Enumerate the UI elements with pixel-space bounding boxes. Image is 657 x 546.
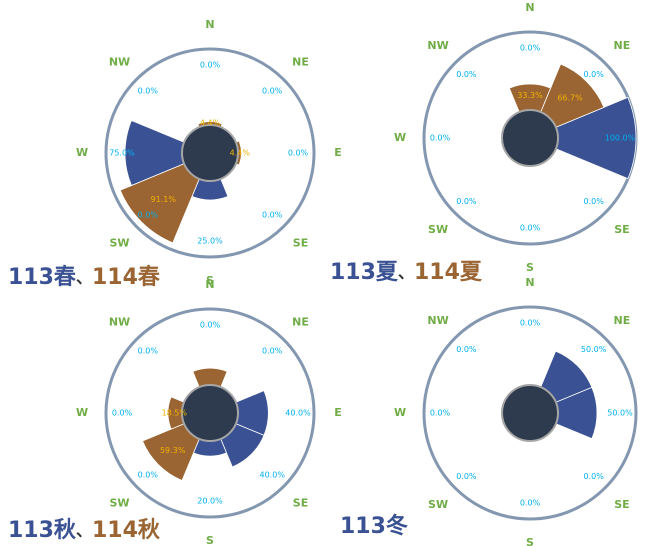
chart-title: 113秋、114秋 bbox=[8, 518, 161, 543]
direction-label: SE bbox=[293, 237, 308, 250]
legend-entry: 114秋 bbox=[92, 518, 161, 543]
value-label: 59.3% bbox=[160, 446, 186, 455]
chart-title: 113冬 bbox=[340, 513, 408, 539]
direction-label: N bbox=[205, 18, 214, 31]
value-label: 0.0% bbox=[520, 224, 541, 233]
direction-label: SW bbox=[428, 223, 448, 236]
chart-title: 113春、114春 bbox=[8, 265, 160, 290]
rose-chart: N NE E SE S SW W NW 0.0% 0.0% 40.0% 40.0% 20.0% 0.0% 0… bbox=[76, 278, 342, 546]
direction-label: SE bbox=[293, 497, 308, 510]
value-label: 0.0% bbox=[200, 321, 221, 330]
direction-label: SE bbox=[614, 498, 629, 511]
direction-label: E bbox=[334, 406, 342, 419]
direction-label: N bbox=[205, 278, 214, 291]
direction-label: N bbox=[525, 276, 534, 289]
rose-chart: NNEESESSWWNW0.0%0.0%100.0%0.0%0.0%0.0%0.… bbox=[394, 1, 657, 274]
value-label: 0.0% bbox=[262, 86, 283, 95]
direction-label: W bbox=[394, 406, 406, 419]
title-separator: 、 bbox=[398, 263, 414, 282]
value-label: 0.0% bbox=[112, 409, 133, 418]
value-label: 0.0% bbox=[262, 346, 283, 355]
direction-label: SE bbox=[614, 223, 629, 236]
outer-ring bbox=[422, 305, 638, 521]
value-label: 0.0% bbox=[138, 86, 159, 95]
value-label: 40.0% bbox=[260, 471, 286, 480]
value-label: 20.0% bbox=[197, 497, 223, 506]
hub bbox=[501, 384, 559, 442]
direction-label: W bbox=[76, 146, 88, 159]
value-label: 0.0% bbox=[520, 319, 541, 328]
value-label: 0.0% bbox=[520, 499, 541, 508]
value-label: 0.0% bbox=[138, 471, 159, 480]
legend-entry: 114春 bbox=[92, 265, 160, 290]
hub bbox=[501, 109, 559, 167]
legend-entry: 113秋 bbox=[8, 518, 77, 543]
title-separator: 、 bbox=[76, 521, 92, 540]
rose-chart: NNEESESSWWNW0.0%50.0%50.0%0.0%0.0%0.0%0.… bbox=[394, 276, 657, 546]
value-label: 0.0% bbox=[262, 211, 283, 220]
value-label: 75.0% bbox=[109, 149, 135, 158]
value-label: 100.0% bbox=[605, 134, 636, 143]
direction-label: SW bbox=[428, 498, 448, 511]
direction-label: NW bbox=[109, 315, 130, 328]
value-label: 0.0% bbox=[583, 70, 604, 79]
outer-ring bbox=[104, 47, 316, 259]
value-label: 18.5% bbox=[162, 409, 188, 418]
value-label: 25.0% bbox=[197, 237, 223, 246]
value-label: 0.0% bbox=[456, 345, 477, 354]
direction-label: S bbox=[526, 261, 534, 274]
value-label: 66.7% bbox=[557, 93, 583, 102]
outer-ring bbox=[104, 307, 316, 519]
value-label: 0.0% bbox=[430, 134, 451, 143]
direction-label: W bbox=[394, 131, 406, 144]
value-label: 4.4% bbox=[230, 149, 251, 158]
value-label: 91.1% bbox=[151, 195, 177, 204]
direction-label: SW bbox=[109, 237, 129, 250]
legend-entry: 114夏 bbox=[414, 260, 483, 285]
direction-label: NW bbox=[427, 39, 448, 52]
direction-label: S bbox=[206, 274, 214, 287]
value-label: 33.3% bbox=[517, 91, 543, 100]
value-label: 0.0% bbox=[520, 44, 541, 53]
direction-label: S bbox=[526, 536, 534, 546]
direction-label: E bbox=[334, 146, 342, 159]
direction-label: NW bbox=[109, 55, 130, 68]
value-label: 0.0% bbox=[430, 409, 451, 418]
title-separator: 、 bbox=[76, 268, 92, 287]
legend-entry: 113冬 bbox=[340, 513, 408, 539]
direction-label: NE bbox=[614, 314, 631, 327]
hub bbox=[181, 384, 239, 442]
hub bbox=[181, 124, 239, 182]
legend-entry: 113春 bbox=[8, 265, 76, 290]
value-label: 0.0% bbox=[288, 149, 309, 158]
value-label: 40.0% bbox=[285, 409, 311, 418]
chart-title: 113夏、114夏 bbox=[330, 260, 483, 285]
value-label: 0.0% bbox=[583, 197, 604, 206]
value-label: 0.0% bbox=[456, 197, 477, 206]
direction-label: NE bbox=[292, 55, 309, 68]
value-label: 50.0% bbox=[581, 345, 607, 354]
direction-label: S bbox=[206, 534, 214, 546]
value-label: 0.0% bbox=[456, 472, 477, 481]
direction-label: NW bbox=[427, 314, 448, 327]
direction-label: SW bbox=[109, 497, 129, 510]
direction-label: N bbox=[525, 1, 534, 14]
direction-label: NE bbox=[292, 315, 309, 328]
value-label: 0.0% bbox=[583, 472, 604, 481]
value-label: 0.0% bbox=[456, 70, 477, 79]
direction-label: W bbox=[76, 406, 88, 419]
direction-label: NE bbox=[614, 39, 631, 52]
rose-chart: N NE E SE S SW W NW 0.0% 0.0% 0.0% 0.0% 25.0% 0.0% 75.… bbox=[76, 18, 342, 287]
value-label: 50.0% bbox=[607, 409, 633, 418]
legend-entry: 113夏 bbox=[330, 260, 399, 285]
value-label: 0.0% bbox=[138, 346, 159, 355]
value-label: 4.4% bbox=[200, 119, 221, 128]
value-label: 0.0% bbox=[138, 211, 159, 220]
value-label: 0.0% bbox=[200, 61, 221, 70]
